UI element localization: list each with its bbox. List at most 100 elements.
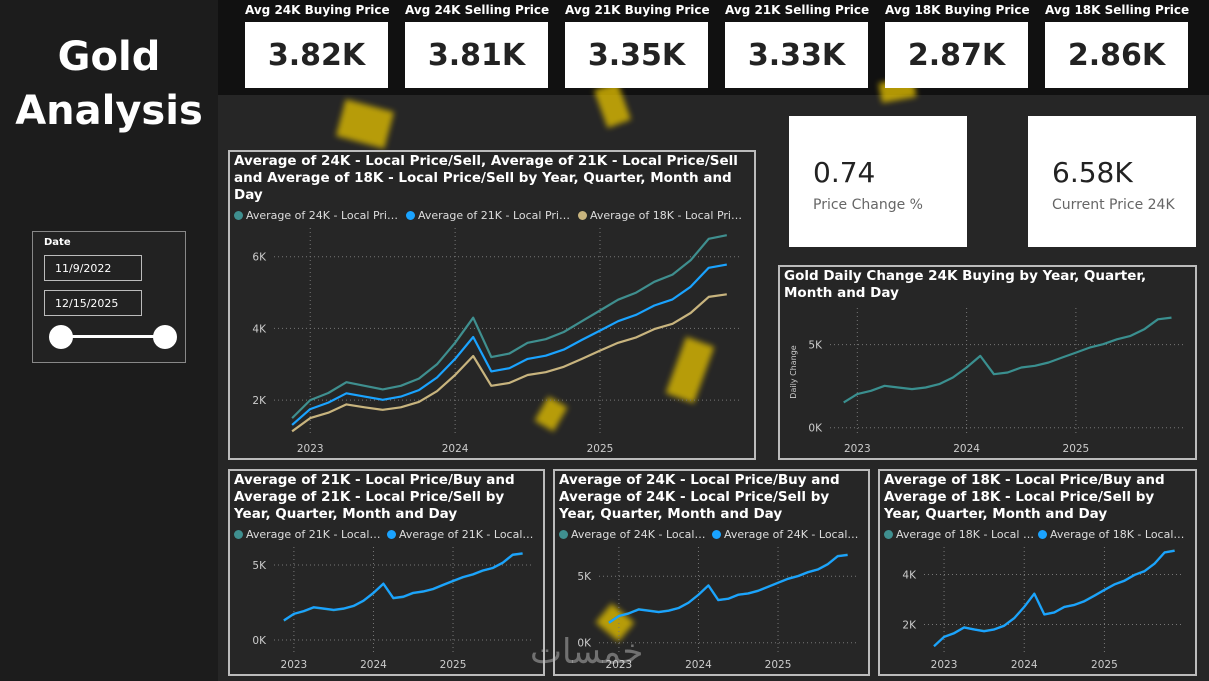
x-tick-label: 2024	[1011, 659, 1038, 671]
x-tick-label: 2025	[587, 443, 614, 455]
y-tick-label: 0K	[808, 423, 823, 435]
legend-swatch	[234, 211, 243, 220]
chart-title: Average of 24K - Local Price/Buy and Ave…	[559, 472, 840, 522]
decoration	[335, 99, 395, 149]
y-tick-label: 4K	[902, 570, 917, 582]
legend-item: Average of 21K - Local Price/Sell	[406, 209, 574, 222]
chart-title: Average of 24K - Local Price/Sell, Avera…	[234, 153, 738, 203]
chart-panel: Average of 24K - Local Price/Buy and Ave…	[553, 469, 870, 676]
slider-track	[61, 335, 165, 338]
card-label: Current Price 24K	[1052, 197, 1175, 213]
kpi-label: Avg 18K Buying Price	[885, 3, 1030, 17]
y-tick-label: 0K	[577, 638, 592, 650]
x-tick-label: 2024	[442, 443, 469, 455]
legend-label: Average of 24K - Local Price/Buy	[571, 528, 708, 541]
legend-item: Average of 18K - Local Price/Buy	[884, 528, 1034, 541]
chart-title: Average of 18K - Local Price/Buy and Ave…	[884, 472, 1165, 522]
end-date[interactable]: 12/15/2025	[44, 290, 142, 316]
plot: 2K 4K 2023 2024 2025	[902, 547, 1183, 671]
y-tick-label: 6K	[252, 252, 267, 264]
y-tick-label: 5K	[808, 340, 823, 352]
legend-label: Average of 24K - Local Price/Sell	[723, 528, 860, 541]
plot: 0K 5K 2023 2024 2025	[577, 547, 856, 671]
plot: 2K 4K 6K 2023 2024 2025	[252, 228, 742, 455]
kpi-label: Avg 24K Selling Price	[405, 3, 550, 17]
x-tick-label: 2025	[765, 659, 792, 671]
kpi-label: Avg 18K Selling Price	[1045, 3, 1190, 17]
legend-item: Average of 21K - Local Price/Sell	[386, 528, 535, 541]
legend-item: Average of 18K - Local Price/Sell	[1037, 528, 1187, 541]
legend-item: Average of 24K - Local Price/Sell	[234, 209, 402, 222]
date-slicer: Date 11/9/2022 12/15/2025	[32, 231, 186, 363]
start-date[interactable]: 11/9/2022	[44, 255, 142, 281]
series-line	[283, 552, 523, 622]
series-line	[843, 316, 1172, 404]
legend-swatch	[711, 530, 721, 539]
y-tick-label: 0K	[252, 635, 267, 647]
plot: 0K 5K 2023 2024 2025	[252, 547, 531, 671]
card-label: Price Change %	[813, 197, 923, 213]
slider-handle[interactable]	[49, 325, 73, 349]
series-line	[291, 293, 727, 433]
x-tick-label: 2024	[360, 659, 387, 671]
legend-label: Average of 21K - Local Price/Sell	[398, 528, 535, 541]
kpi-value: 3.81K	[405, 22, 548, 88]
series-line	[933, 549, 1175, 648]
x-tick-label: 2025	[1063, 443, 1090, 455]
legend-swatch	[234, 530, 243, 539]
x-tick-label: 2025	[440, 659, 467, 671]
legend-item: Average of 24K - Local Price/Sell	[711, 528, 860, 541]
legend-label: Average of 18K - Local Price/Buy	[896, 528, 1034, 541]
x-tick-label: 2023	[297, 443, 324, 455]
y-tick-label: 5K	[577, 571, 592, 583]
legend-label: Average of 18K - Local Price/Sell	[1049, 528, 1187, 541]
legend-swatch	[406, 211, 415, 220]
legend-swatch	[884, 530, 893, 539]
chart-panel: Average of 21K - Local Price/Buy and Ave…	[228, 469, 545, 676]
chart-title: Gold Daily Change 24K Buying by Year, Qu…	[784, 268, 1147, 301]
kpi-card: 6.58K Current Price 24K	[1028, 116, 1196, 247]
legend: Average of 18K - Local Price/Buy Average …	[884, 528, 1191, 541]
x-tick-label: 2024	[685, 659, 712, 671]
plot: 0K 5K 2023 2024 2025 Daily Change	[789, 308, 1183, 455]
y-tick-label: 2K	[902, 620, 917, 632]
x-tick-label: 2023	[844, 443, 871, 455]
kpi-value: 3.33K	[725, 22, 868, 88]
legend-swatch	[386, 530, 396, 539]
chart-title: Average of 21K - Local Price/Buy and Ave…	[234, 472, 515, 522]
y-axis-label: Daily Change	[789, 345, 798, 398]
kpi-value: 2.86K	[1045, 22, 1188, 88]
kpi-value: 3.82K	[245, 22, 388, 88]
card-value: 0.74	[813, 156, 876, 189]
legend-swatch	[559, 530, 568, 539]
legend-item: Average of 21K - Local Price/Buy	[234, 528, 383, 541]
legend: Average of 24K - Local Price/Buy Average …	[559, 528, 864, 541]
slider-handle[interactable]	[153, 325, 177, 349]
legend-swatch	[578, 211, 587, 220]
series-line	[933, 549, 1175, 647]
y-tick-label: 4K	[252, 323, 267, 335]
series-line	[291, 263, 727, 426]
kpi-value: 3.35K	[565, 22, 708, 88]
legend-label: Average of 18K - Local Price/Sell	[590, 209, 746, 222]
series-line	[608, 553, 848, 624]
legend: Average of 21K - Local Price/Buy Average …	[234, 528, 539, 541]
kpi-label: Avg 21K Selling Price	[725, 3, 870, 17]
legend-label: Average of 21K - Local Price/Sell	[418, 209, 574, 222]
y-tick-label: 5K	[252, 560, 267, 572]
series-line	[608, 553, 848, 624]
x-tick-label: 2023	[931, 659, 958, 671]
watermark: خمسات	[530, 632, 644, 672]
legend: Average of 24K - Local Price/Sell Average…	[234, 209, 750, 222]
series-line	[283, 552, 523, 622]
x-tick-label: 2023	[606, 659, 633, 671]
legend-swatch	[1037, 530, 1047, 539]
y-tick-label: 2K	[252, 395, 267, 407]
x-tick-label: 2025	[1091, 659, 1118, 671]
x-tick-label: 2024	[953, 443, 980, 455]
slicer-title: Date	[44, 237, 71, 248]
kpi-label: Avg 21K Buying Price	[565, 3, 710, 17]
legend-item: Average of 18K - Local Price/Sell	[578, 209, 746, 222]
chart-panel: Average of 24K - Local Price/Sell, Avera…	[228, 150, 756, 460]
